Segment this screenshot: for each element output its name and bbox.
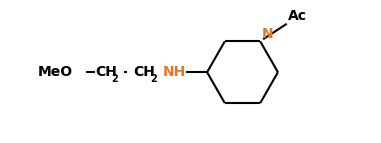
Text: Ac: Ac (288, 9, 307, 23)
Text: 2: 2 (150, 74, 157, 84)
Text: MeO: MeO (38, 65, 73, 79)
Text: 2: 2 (112, 74, 118, 84)
Text: NH: NH (163, 65, 186, 79)
Text: CH: CH (95, 65, 117, 79)
Text: N: N (262, 27, 273, 41)
Text: CH: CH (133, 65, 155, 79)
